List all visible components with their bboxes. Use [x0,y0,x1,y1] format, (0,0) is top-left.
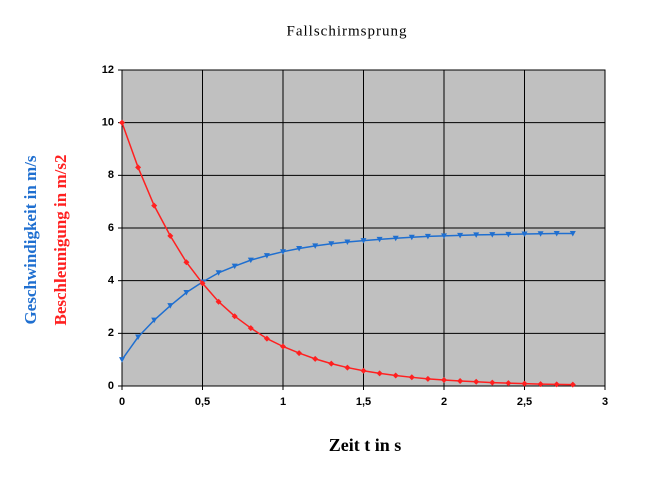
data-point [263,335,270,342]
data-point [489,379,496,386]
data-point [167,303,174,309]
x-tick-label: 0,5 [195,396,210,408]
data-point [183,259,190,266]
data-point [344,239,351,245]
data-point [215,270,222,276]
data-point [505,231,512,238]
data-point [424,375,431,382]
x-tick-label: 2 [441,396,447,408]
x-tick-label: 2,5 [517,396,532,408]
y-axis-label: Geschwindigkeit in m/s [21,155,40,324]
data-point [312,355,319,362]
data-point [199,280,206,287]
data-point [441,233,447,239]
data-point [424,233,431,240]
data-point [408,374,415,381]
data-point [392,235,399,242]
data-point [360,367,367,374]
data-point [183,290,190,296]
data-point [473,232,480,238]
data-point [280,343,286,350]
y-tick-label: 6 [108,222,114,234]
data-point [119,119,125,126]
data-point [376,370,383,377]
data-point [457,377,464,384]
data-point [296,350,303,357]
data-point [231,313,238,320]
data-point [247,257,254,264]
chart-title: Fallschirmsprung [287,23,408,39]
data-point [328,241,335,247]
data-point [119,357,125,363]
data-point [280,249,286,255]
data-point [408,234,415,241]
data-point [344,364,351,371]
y-axis-label: Beschleunigung in m/s2 [51,155,70,326]
data-point [328,360,335,367]
data-point [215,298,222,305]
data-point [441,376,447,383]
data-point [247,325,254,332]
data-point [537,231,544,237]
data-point [167,232,174,239]
y-tick-label: 4 [108,275,115,287]
y-tick-label: 12 [102,64,114,76]
y-tick-label: 8 [108,169,114,181]
x-tick-label: 3 [602,396,608,408]
data-point [521,231,528,238]
data-point [312,243,319,249]
data-point [135,334,142,341]
data-point [473,378,480,385]
data-point [135,164,142,171]
data-point [360,238,367,244]
data-point [231,263,238,270]
data-point [505,380,512,387]
data-point [569,381,576,388]
y-tick-label: 10 [102,117,114,129]
data-point [489,232,496,238]
data-point [537,381,544,388]
data-point [521,380,528,387]
data-point [151,317,158,324]
data-point [553,231,560,237]
data-point [569,231,576,237]
data-point [151,202,158,209]
y-tick-label: 0 [108,380,114,392]
data-point [296,246,303,252]
x-tick-label: 0 [119,396,125,408]
data-point [392,372,399,379]
x-tick-label: 1 [280,396,286,408]
x-axis-label: Zeit t in s [329,435,402,455]
x-tick-label: 1,5 [356,396,371,408]
y-tick-label: 2 [108,327,114,339]
data-point [263,253,270,259]
data-point [457,232,464,239]
data-point [376,236,383,243]
data-point [553,381,560,388]
